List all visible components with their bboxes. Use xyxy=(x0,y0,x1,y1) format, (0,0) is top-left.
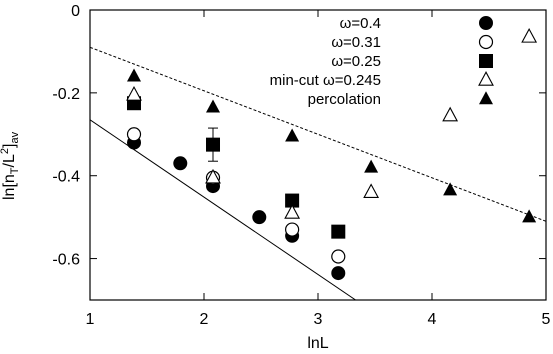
plot-area xyxy=(89,9,547,301)
data-point xyxy=(252,210,267,225)
y-axis-label: ln[nT/L2]av xyxy=(0,131,21,200)
data-point xyxy=(364,159,379,173)
data-point xyxy=(284,204,301,219)
legend-marker xyxy=(479,54,493,68)
data-point xyxy=(285,193,300,208)
legend-label: ω=0.31 xyxy=(331,34,381,51)
x-tick-label: 5 xyxy=(542,311,551,328)
y-tick-label: -0.4 xyxy=(52,169,80,186)
data-point xyxy=(173,156,188,171)
data-point xyxy=(331,249,346,264)
y-label-subscript: av xyxy=(9,131,21,143)
data-point xyxy=(127,68,142,82)
x-axis-label: lnL xyxy=(307,335,328,352)
x-tick-label: 3 xyxy=(314,311,323,328)
legend-label: percolation xyxy=(308,91,381,108)
x-axis-ticks: 1 2 3 4 5 xyxy=(86,10,551,328)
x-tick-label: 2 xyxy=(200,311,209,328)
legend-label: min-cut ω=0.245 xyxy=(270,72,381,89)
y-label-part: ] xyxy=(1,144,18,148)
y-label-superscript: 2 xyxy=(0,148,11,154)
legend: ω=0.4 ω=0.31 ω=0.25 min-cut ω=0.245 percolat… xyxy=(270,15,494,108)
y-label-part: ln[n xyxy=(1,174,18,200)
fit-line-dashed xyxy=(90,46,546,222)
legend-marker xyxy=(479,91,493,105)
legend-marker xyxy=(478,34,494,50)
legend-label: ω=0.4 xyxy=(340,15,381,32)
data-point xyxy=(206,99,221,113)
fit-lines xyxy=(90,46,546,300)
data-point xyxy=(126,85,142,101)
x-tick-label: 1 xyxy=(86,311,95,328)
y-tick-label: -0.2 xyxy=(52,86,80,103)
y-axis-ticks: 0 -0.2 -0.4 -0.6 xyxy=(52,3,546,269)
data-point xyxy=(285,222,300,237)
data-point xyxy=(443,182,458,196)
data-point xyxy=(206,137,221,152)
x-tick-label: 4 xyxy=(428,311,437,328)
data-point xyxy=(285,128,300,142)
fit-line-solid xyxy=(90,119,356,300)
data-point xyxy=(522,209,537,223)
data-point xyxy=(363,183,380,199)
legend-marker xyxy=(479,16,493,30)
legend-label: ω=0.25 xyxy=(331,53,381,70)
y-tick-label: -0.6 xyxy=(52,252,80,269)
data-point xyxy=(331,266,346,281)
plot-frame xyxy=(89,9,547,301)
y-label-part: /L xyxy=(1,154,18,167)
data-point xyxy=(205,168,221,184)
y-tick-label: 0 xyxy=(71,3,80,20)
data-point xyxy=(521,27,538,43)
data-point xyxy=(442,106,459,122)
data-point xyxy=(126,127,142,142)
legend-marker xyxy=(478,71,494,86)
data-point xyxy=(331,224,346,239)
data-markers xyxy=(126,27,538,281)
y-label-subscript: T xyxy=(9,167,21,174)
